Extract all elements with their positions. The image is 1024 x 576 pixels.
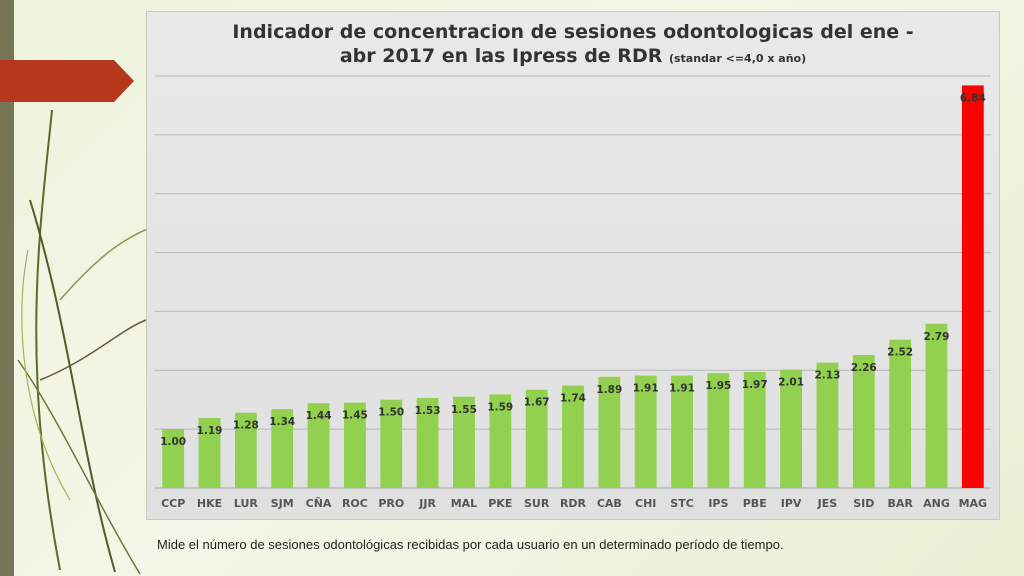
x-tick-hke: HKE <box>197 497 222 510</box>
x-tick-pke: PKE <box>488 497 512 510</box>
x-tick-ipv: IPV <box>781 497 802 510</box>
slide-arrow-tab <box>0 60 134 102</box>
x-tick-ang: ANG <box>923 497 950 510</box>
x-tick-cab: CAB <box>597 497 622 510</box>
bar-pro <box>380 399 403 488</box>
x-tick-stc: STC <box>670 497 694 510</box>
data-label-pbe: 1.97 <box>742 379 768 391</box>
data-label-ipv: 2.01 <box>778 377 804 389</box>
x-tick-roc: ROC <box>342 497 368 510</box>
bar-bar <box>889 339 912 488</box>
slide-caption: Mide el número de sesiones odontológicas… <box>157 537 784 552</box>
bar-cña <box>307 403 330 488</box>
left-accent-bar <box>0 0 14 576</box>
x-tick-sur: SUR <box>524 497 550 510</box>
x-tick-jes: JES <box>817 497 838 510</box>
x-tick-rdr: RDR <box>560 497 587 510</box>
chart-title: Indicador de concentracion de sesiones o… <box>147 20 999 71</box>
x-tick-pro: PRO <box>378 497 404 510</box>
data-label-stc: 1.91 <box>669 383 695 395</box>
bar-ipv <box>780 369 802 488</box>
bar-rdr <box>562 385 584 488</box>
data-label-ang: 2.79 <box>924 331 950 343</box>
chart-title-line2-text: abr 2017 en las Ipress de RDR <box>339 45 663 67</box>
x-tick-ips: IPS <box>708 497 728 510</box>
data-label-cab: 1.89 <box>596 384 622 396</box>
data-label-sur: 1.67 <box>524 397 550 409</box>
data-label-hke: 1.19 <box>197 425 223 437</box>
chart-container: Indicador de concentracion de sesiones o… <box>146 11 1000 520</box>
x-tick-sid: SID <box>853 497 874 510</box>
data-label-pro: 1.50 <box>378 407 404 419</box>
x-tick-bar: BAR <box>887 497 913 510</box>
data-label-cña: 1.44 <box>306 410 332 422</box>
chart-title-note: (standar <=4,0 x año) <box>668 52 807 65</box>
x-tick-mal: MAL <box>451 497 477 510</box>
data-label-jes: 2.13 <box>814 370 840 382</box>
bar-roc <box>344 402 366 488</box>
x-tick-pbe: PBE <box>743 497 767 510</box>
data-label-mal: 1.55 <box>451 404 477 416</box>
data-label-roc: 1.45 <box>342 410 368 422</box>
bar-stc <box>671 375 693 488</box>
bar-lur <box>234 412 257 488</box>
data-label-pke: 1.59 <box>487 401 513 413</box>
data-label-chi: 1.91 <box>633 383 659 395</box>
bar-ccp <box>162 429 185 488</box>
x-tick-ccp: CCP <box>161 497 185 510</box>
x-tick-sjm: SJM <box>271 497 294 510</box>
x-tick-cña: CÑA <box>306 497 332 510</box>
bar-hke <box>198 417 221 488</box>
bar-chi <box>634 375 657 488</box>
x-tick-mag: MAG <box>959 497 988 510</box>
bar-cab <box>598 376 621 488</box>
bar-sid <box>852 354 875 488</box>
data-label-rdr: 1.74 <box>560 393 586 405</box>
data-label-mag: 6.84 <box>960 92 986 104</box>
x-tick-jjr: JJR <box>418 497 436 510</box>
bar-sur <box>525 389 548 488</box>
x-tick-lur: LUR <box>234 497 259 510</box>
bar-ips <box>707 373 730 488</box>
bar-jes <box>816 362 839 488</box>
bar-sjm <box>271 409 294 488</box>
bar-pbe <box>743 372 766 488</box>
bar-mag <box>961 85 984 488</box>
data-label-lur: 1.28 <box>233 420 259 432</box>
data-label-ccp: 1.00 <box>160 436 186 448</box>
data-label-jjr: 1.53 <box>415 405 441 417</box>
bar-chart: 1.00 CCP 1.19 HKE 1.28 LUR 1.34 SJM 1.44 CÑA 1.45 R… <box>155 75 991 510</box>
data-label-sjm: 1.34 <box>269 416 295 428</box>
chart-title-line2: abr 2017 en las Ipress de RDR (standar <… <box>147 44 999 71</box>
data-label-ips: 1.95 <box>705 380 731 392</box>
bar-mal <box>453 396 475 488</box>
x-tick-chi: CHI <box>635 497 656 510</box>
data-label-sid: 2.26 <box>851 362 877 374</box>
chart-title-line1: Indicador de concentracion de sesiones o… <box>232 21 914 43</box>
data-label-bar: 2.52 <box>887 347 913 359</box>
bar-ang <box>925 323 948 488</box>
bar-jjr <box>416 397 439 488</box>
bar-pke <box>489 394 512 488</box>
